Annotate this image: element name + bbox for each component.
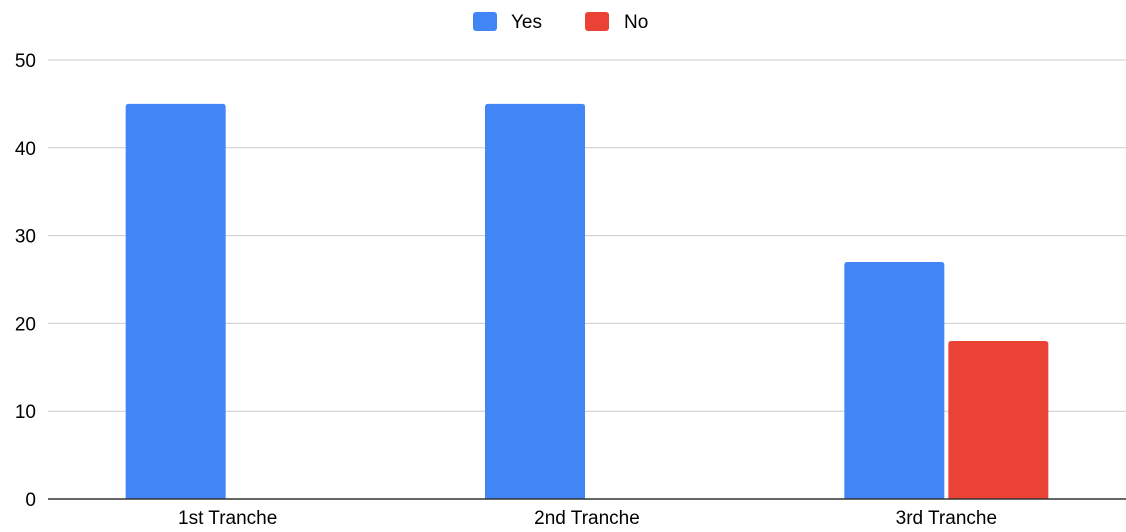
y-tick-label: 20 (15, 314, 36, 335)
x-axis-ticks: 1st Tranche 2nd Tranche 3rd Tranche (178, 508, 997, 529)
legend-label: Yes (511, 12, 542, 33)
bar-yes-2 (485, 103, 585, 500)
legend-swatch-yes (473, 12, 497, 31)
y-tick-label: 10 (15, 402, 36, 423)
legend: Yes No (473, 12, 648, 33)
x-tick-label: 2nd Tranche (534, 508, 640, 527)
y-tick-label: 50 (15, 51, 36, 72)
y-tick-label: 0 (25, 490, 36, 511)
y-axis-ticks: 0 10 20 30 40 50 (15, 51, 36, 511)
legend-swatch-no (585, 12, 609, 31)
legend-item-yes: Yes (473, 12, 542, 33)
x-tick-label: 1st Tranche (178, 508, 277, 527)
bar-yes-3 (844, 261, 945, 499)
y-tick-label: 40 (15, 139, 36, 160)
bars (125, 103, 1049, 500)
legend-label: No (624, 12, 648, 33)
legend-item-no: No (585, 12, 648, 33)
gridlines (48, 59, 1126, 412)
bar-no-3 (948, 340, 1049, 499)
bar-yes-1 (125, 103, 226, 500)
x-tick-label: 3rd Tranche (896, 508, 997, 527)
y-tick-label: 30 (15, 227, 36, 248)
